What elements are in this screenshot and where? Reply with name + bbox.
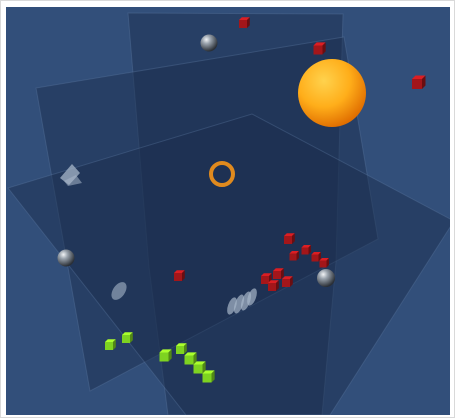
green-cube[interactable] <box>185 352 197 364</box>
red-cube[interactable] <box>302 245 311 254</box>
red-cube[interactable] <box>282 276 293 287</box>
red-cube[interactable] <box>273 268 284 279</box>
sun-sphere[interactable] <box>298 59 366 127</box>
metal-sphere[interactable] <box>201 35 218 52</box>
green-cube[interactable] <box>194 361 206 373</box>
metal-sphere[interactable] <box>317 269 335 287</box>
red-cube[interactable] <box>412 76 426 90</box>
green-cube[interactable] <box>122 332 133 343</box>
red-cube[interactable] <box>239 17 250 28</box>
red-cube[interactable] <box>268 280 279 291</box>
red-cube[interactable] <box>320 258 329 267</box>
green-cube[interactable] <box>160 349 172 361</box>
green-cube[interactable] <box>203 370 215 382</box>
red-cube[interactable] <box>290 251 299 260</box>
game-viewport[interactable] <box>6 7 450 415</box>
scene-canvas[interactable] <box>6 7 450 415</box>
red-cube[interactable] <box>174 270 185 281</box>
red-cube[interactable] <box>312 252 321 261</box>
green-cube[interactable] <box>105 339 116 350</box>
red-cube[interactable] <box>284 233 295 244</box>
green-cube[interactable] <box>176 343 187 354</box>
red-cube[interactable] <box>314 42 326 54</box>
metal-sphere[interactable] <box>58 250 75 267</box>
